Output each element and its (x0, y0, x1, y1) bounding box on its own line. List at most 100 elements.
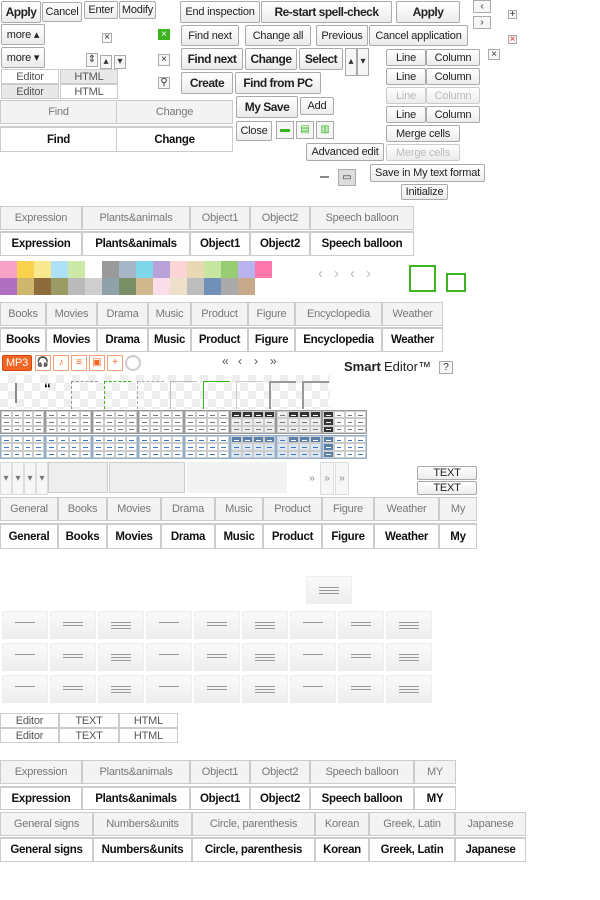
maximize-icon[interactable]: ▭ (338, 169, 356, 186)
advanced-edit-button[interactable]: Advanced edit (306, 143, 384, 161)
tab-item-active[interactable]: Encyclopedia (295, 327, 382, 352)
tab-item-active[interactable]: Numbers&units (93, 837, 192, 862)
nav-arrow-icon[interactable]: › (334, 265, 339, 282)
tab-item[interactable]: Speech balloon (310, 206, 414, 230)
mode-tab-html[interactable]: HTML (119, 713, 178, 728)
color-swatch[interactable] (0, 278, 17, 295)
more-icon[interactable]: » (335, 462, 349, 495)
tab-item-active[interactable]: Books (58, 523, 107, 549)
layout-icon[interactable]: ▤ (296, 121, 314, 139)
color-swatch[interactable] (204, 278, 221, 295)
tab-item[interactable]: Speech balloon (310, 760, 414, 784)
table-column-button[interactable]: Column (426, 68, 480, 85)
tab-item-active[interactable]: Korean (315, 837, 369, 862)
restart-spellcheck-button[interactable]: Re-start spell-check (261, 1, 392, 23)
arrow-up-icon[interactable]: ▴ (100, 55, 112, 69)
chevron-left-icon[interactable]: ‹ (473, 0, 491, 13)
cancel-button[interactable]: Cancel (42, 2, 82, 22)
mode-tab-html[interactable]: HTML (60, 69, 118, 84)
table-column-button[interactable]: Column (426, 106, 480, 123)
table-style[interactable] (276, 435, 322, 459)
align-style[interactable] (50, 643, 96, 671)
minimize-icon[interactable] (320, 176, 329, 178)
color-swatch[interactable] (221, 261, 238, 278)
media-icon[interactable]: ≡ (71, 355, 87, 371)
dropdown-arrow-icon[interactable]: ▾ (0, 462, 12, 495)
table-style[interactable] (184, 435, 230, 459)
tab-item-active[interactable]: Figure (248, 327, 295, 352)
align-style[interactable] (194, 643, 240, 671)
color-swatch[interactable] (51, 278, 68, 295)
color-swatch[interactable] (238, 278, 255, 295)
tab-item[interactable]: Greek, Latin (369, 812, 455, 836)
layout-icon[interactable]: ▥ (316, 121, 334, 139)
find-tab-active[interactable]: Find (0, 126, 117, 152)
pager-last[interactable]: » (270, 354, 277, 368)
enter-button[interactable]: Enter (84, 1, 118, 19)
align-style[interactable] (386, 643, 432, 671)
tab-item-active[interactable]: Expression (0, 231, 82, 256)
plus-icon[interactable]: + (508, 8, 517, 20)
tab-item[interactable]: Japanese (455, 812, 526, 836)
arrow-up-icon[interactable]: ▴ (345, 48, 357, 76)
tab-item-active[interactable]: Circle, parenthesis (192, 837, 315, 862)
quote-box-style[interactable] (302, 381, 329, 409)
tab-item[interactable]: Books (0, 302, 46, 326)
table-style[interactable] (138, 435, 184, 459)
close-icon[interactable]: × (102, 33, 112, 43)
close-button[interactable]: Close (236, 121, 272, 141)
color-swatch[interactable] (68, 261, 85, 278)
table-style[interactable] (45, 410, 92, 434)
previous-button[interactable]: Previous (316, 25, 368, 46)
tab-item[interactable]: Product (263, 497, 322, 521)
color-swatch[interactable] (255, 261, 272, 278)
table-style[interactable] (230, 435, 276, 459)
select-button[interactable]: Select (299, 48, 343, 70)
color-swatch[interactable] (0, 261, 17, 278)
tab-item-active[interactable]: Greek, Latin (369, 837, 455, 862)
table-style[interactable] (184, 410, 230, 434)
nav-arrow-icon[interactable]: › (366, 265, 371, 282)
pager-next[interactable]: › (254, 354, 258, 368)
close-red-icon[interactable]: × (508, 33, 517, 45)
nav-arrow-icon[interactable]: ‹ (350, 265, 355, 282)
mode-tab-editor[interactable]: Editor (0, 713, 59, 728)
align-style[interactable] (338, 611, 384, 639)
color-swatch[interactable] (255, 278, 272, 295)
table-line-button[interactable]: Line (386, 49, 426, 66)
table-style[interactable] (0, 410, 45, 434)
create-button[interactable]: Create (181, 72, 233, 94)
search-icon[interactable]: ⚲ (158, 77, 170, 89)
find-tab[interactable]: Find (0, 100, 117, 124)
tab-item[interactable]: Weather (382, 302, 443, 326)
align-style[interactable] (194, 611, 240, 639)
color-swatch[interactable] (153, 278, 170, 295)
table-style[interactable] (92, 435, 138, 459)
change-tab-active[interactable]: Change (116, 126, 233, 152)
tab-item-active[interactable]: General signs (0, 837, 93, 862)
color-swatch[interactable] (187, 261, 204, 278)
color-swatch[interactable] (102, 278, 119, 295)
initialize-button[interactable]: Initialize (401, 184, 448, 200)
media-icon[interactable]: + (107, 355, 123, 371)
merge-cells-button[interactable]: Merge cells (386, 125, 460, 142)
table-style[interactable] (92, 410, 138, 434)
modify-button[interactable]: Modify (119, 1, 156, 19)
color-swatch[interactable] (51, 261, 68, 278)
end-inspection-button[interactable]: End inspection (180, 1, 260, 23)
align-style[interactable] (290, 643, 336, 671)
more-icon[interactable]: » (320, 462, 334, 495)
color-swatch[interactable] (85, 261, 102, 278)
tab-item-active[interactable]: Figure (322, 523, 374, 549)
tab-item[interactable]: Drama (97, 302, 148, 326)
table-line-button[interactable]: Line (386, 68, 426, 85)
color-swatch[interactable] (136, 278, 153, 295)
table-style[interactable] (276, 410, 322, 434)
align-style[interactable] (146, 611, 192, 639)
table-style[interactable] (322, 435, 367, 459)
tab-item[interactable]: Object1 (190, 760, 250, 784)
tab-item[interactable]: General signs (0, 812, 93, 836)
tab-item-active[interactable]: Product (191, 327, 248, 352)
more-down-button[interactable]: more ▾ (1, 47, 45, 68)
align-style[interactable] (290, 675, 336, 703)
